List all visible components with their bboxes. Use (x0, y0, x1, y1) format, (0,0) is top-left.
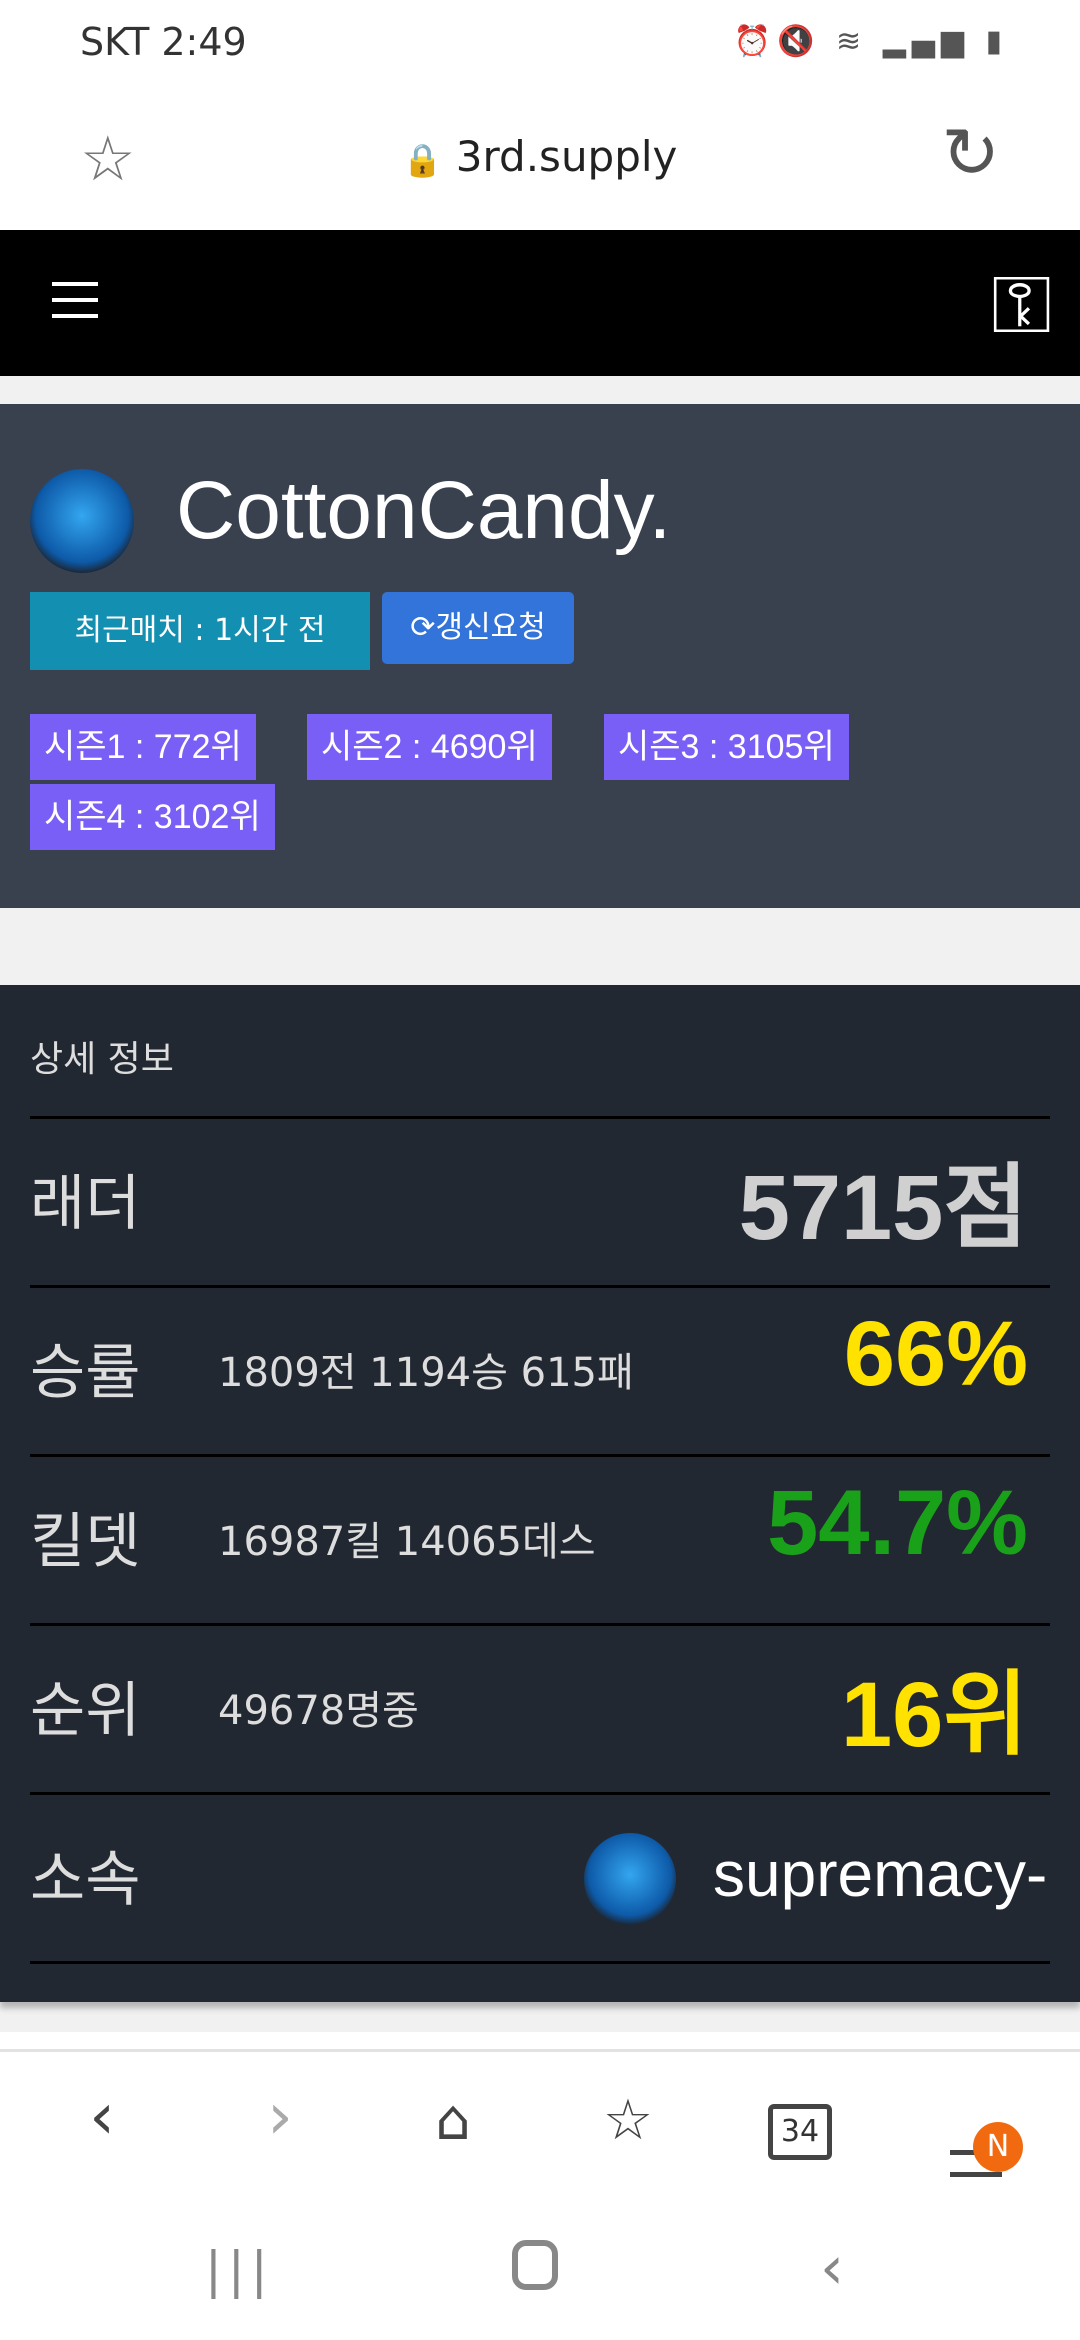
browser-toolbar: ‹ › ⌂ ☆ 34 N (0, 2052, 1080, 2199)
kd-value: 54.7% (767, 1472, 1028, 1574)
player-name: CottonCandy. (176, 465, 672, 556)
refresh-label: 갱신요청 (435, 610, 546, 645)
bookmark-star-icon[interactable]: ☆ (80, 122, 136, 195)
clan-avatar (584, 1833, 676, 1925)
divider (30, 1285, 1050, 1288)
season-badge: 시즌1 : 772위 (30, 714, 256, 780)
system-navigation-bar: ||| ‹ (0, 2193, 1080, 2340)
address-field[interactable]: 🔒 3rd.supply (0, 132, 1080, 181)
row-sub: 1809전 1194승 615패 (218, 1350, 634, 1396)
refresh-button[interactable]: ⟳갱신요청 (382, 592, 574, 664)
row-label: 킬뎃 (30, 1507, 141, 1577)
page-continuation (0, 2032, 1080, 2052)
divider (30, 1961, 1050, 1964)
season-badge: 시즌4 : 3102위 (30, 784, 275, 850)
ladder-value: 5715점 (738, 1157, 1028, 1259)
home-icon[interactable]: ⌂ (435, 2088, 471, 2153)
tab-count: 34 (780, 2114, 820, 2149)
season-badge: 시즌2 : 4690위 (307, 714, 552, 780)
row-label: 래더 (30, 1169, 141, 1239)
home-button-icon[interactable] (512, 2240, 558, 2290)
divider (30, 1623, 1050, 1626)
row-label: 순위 (30, 1676, 141, 1746)
divider (30, 1792, 1050, 1795)
forward-icon[interactable]: › (267, 2080, 293, 2154)
divider (30, 1116, 1050, 1119)
recent-apps-icon[interactable]: ||| (205, 2241, 274, 2299)
row-sub: 49678명중 (218, 1688, 419, 1734)
profile-card: CottonCandy. 최근매치 : 1시간 전 ⟳갱신요청 시즌1 : 77… (0, 404, 1080, 908)
details-card: 상세 정보 래더 5715점 승률 1809전 1194승 615패 66% 킬… (0, 985, 1080, 2002)
status-icons: ⏰🔇 ≋ ▂▄▆ ▮ (733, 24, 1008, 59)
row-sub: 16987킬 14065데스 (218, 1519, 596, 1565)
back-icon[interactable]: ‹ (89, 2080, 115, 2154)
hamburger-menu-icon[interactable] (52, 282, 98, 318)
winrate-value: 66% (843, 1303, 1028, 1405)
row-label: 소속 (30, 1845, 141, 1915)
key-icon[interactable]: ⚿ (991, 258, 1052, 351)
system-back-icon[interactable]: ‹ (820, 2233, 844, 2303)
url-text: 3rd.supply (455, 132, 678, 181)
lock-icon: 🔒 (402, 141, 443, 179)
bookmarks-icon[interactable]: ☆ (602, 2088, 654, 2153)
season-badge: 시즌3 : 3105위 (604, 714, 849, 780)
details-title: 상세 정보 (30, 1039, 174, 1080)
site-navbar: ⚿ (0, 230, 1080, 376)
browser-url-bar: ☆ 🔒 3rd.supply ↻ (0, 92, 1080, 230)
avatar (30, 469, 134, 573)
rank-value: 16위 (841, 1664, 1028, 1766)
row-label: 승률 (30, 1338, 141, 1408)
carrier-time: SKT 2:49 (80, 20, 247, 64)
notification-badge: N (973, 2122, 1023, 2172)
tabs-button[interactable]: 34 (768, 2104, 832, 2160)
clan-name[interactable]: supremacy- (713, 1838, 1048, 1910)
divider (30, 1454, 1050, 1457)
refresh-icon: ⟳ (410, 610, 436, 645)
recent-match-badge: 최근매치 : 1시간 전 (30, 592, 370, 670)
reload-icon[interactable]: ↻ (941, 112, 1000, 194)
status-bar: SKT 2:49 ⏰🔇 ≋ ▂▄▆ ▮ (0, 0, 1080, 92)
